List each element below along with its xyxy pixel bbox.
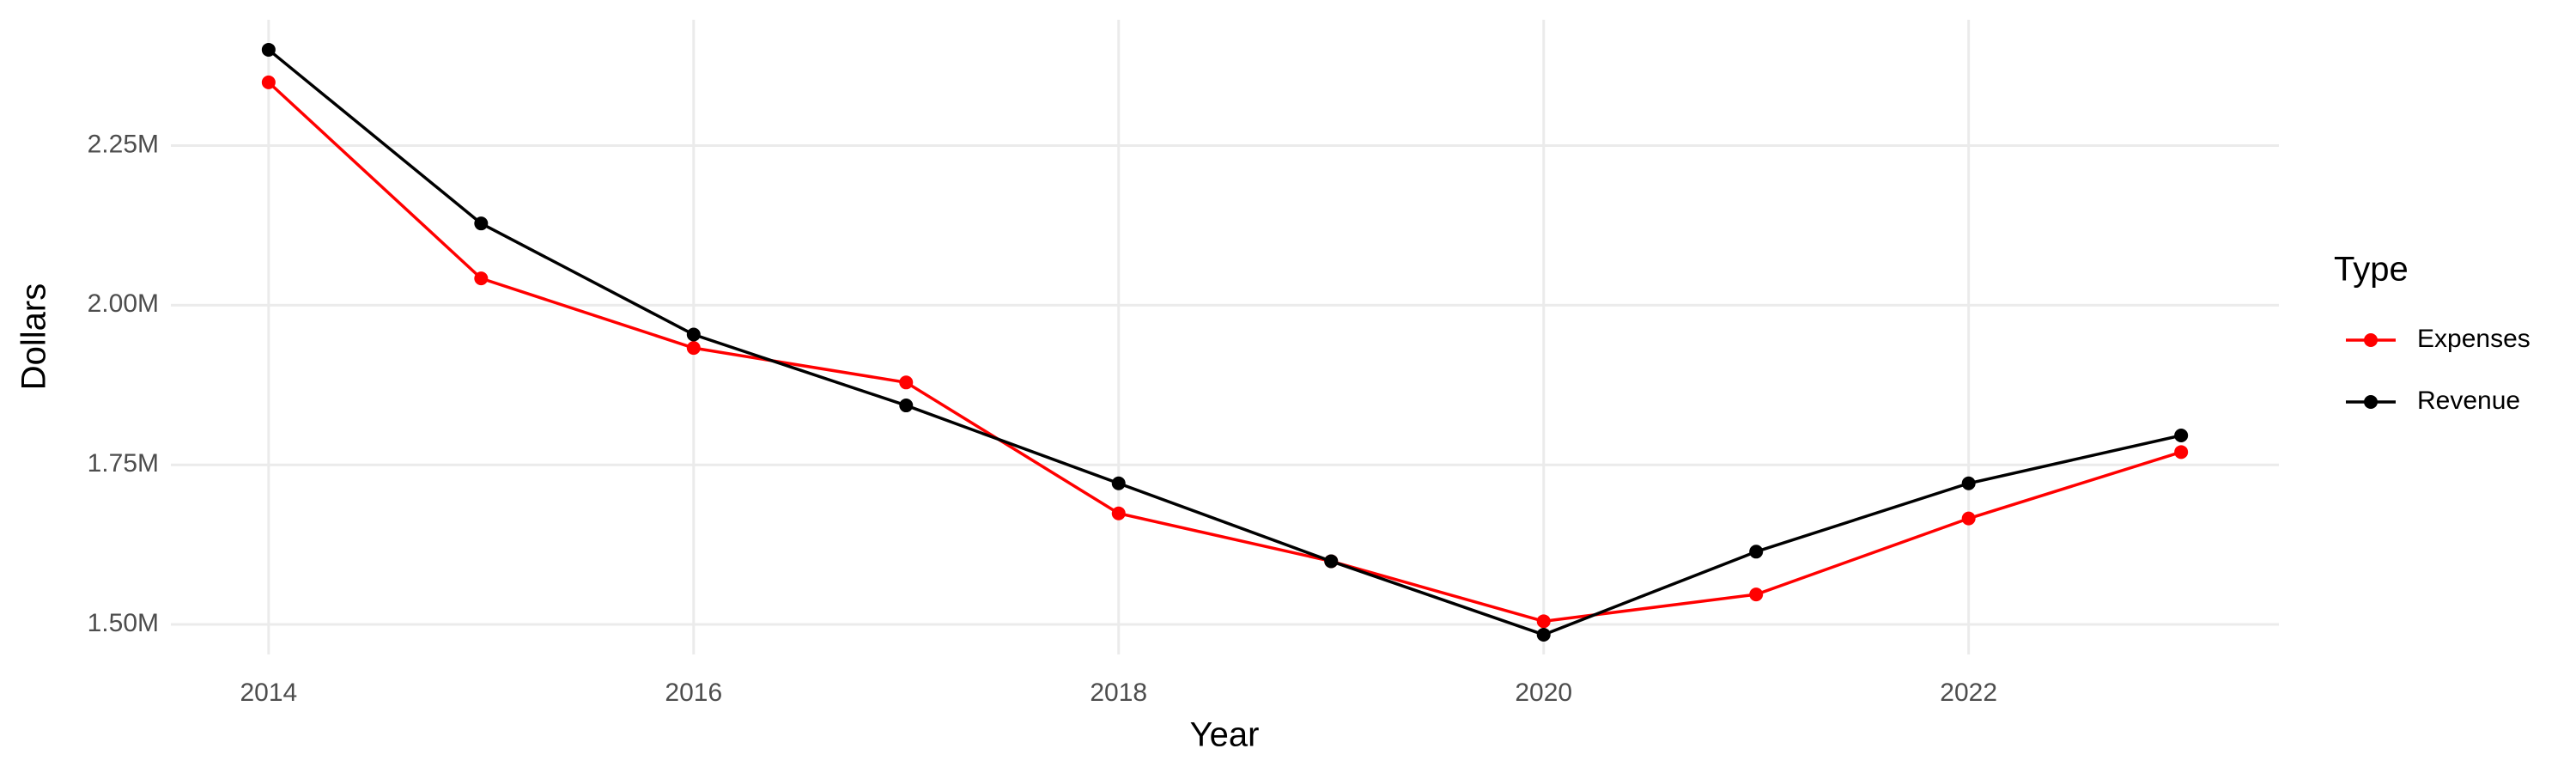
legend-key-point (2364, 333, 2378, 347)
data-point (1536, 627, 1551, 642)
data-point (1536, 614, 1551, 629)
data-point (1324, 554, 1339, 569)
legend-label: Expenses (2417, 325, 2530, 353)
x-tick-label: 2020 (1515, 679, 1572, 707)
y-tick-label: 1.75M (88, 449, 159, 478)
data-point (1749, 545, 1764, 559)
series-line (267, 48, 2182, 636)
data-point (1111, 506, 1126, 520)
y-axis-title: Dollars (15, 283, 53, 390)
y-tick-label: 1.50M (88, 609, 159, 637)
x-tick-label: 2022 (1940, 679, 1997, 707)
y-tick-label: 2.25M (88, 130, 159, 158)
data-point (261, 42, 276, 57)
data-point (899, 375, 914, 390)
legend-key-point (2364, 395, 2378, 409)
data-point (899, 399, 914, 413)
data-point (474, 271, 489, 286)
data-point (1961, 476, 1976, 490)
data-point (1961, 511, 1976, 526)
data-point (686, 327, 701, 342)
series-line (267, 81, 2182, 624)
data-point (686, 341, 701, 356)
legend-title: Type (2334, 251, 2409, 289)
data-point (474, 216, 489, 231)
x-tick-label: 2014 (240, 679, 297, 707)
data-point (2174, 428, 2189, 442)
legend-label: Revenue (2417, 386, 2520, 415)
data-point (261, 75, 276, 89)
data-point (1111, 476, 1126, 490)
x-axis-title: Year (1190, 716, 1260, 754)
data-point (2174, 445, 2189, 460)
x-tick-label: 2016 (665, 679, 722, 707)
y-tick-label: 2.00M (88, 289, 159, 318)
x-tick-label: 2018 (1090, 679, 1147, 707)
data-point (1749, 587, 1764, 602)
